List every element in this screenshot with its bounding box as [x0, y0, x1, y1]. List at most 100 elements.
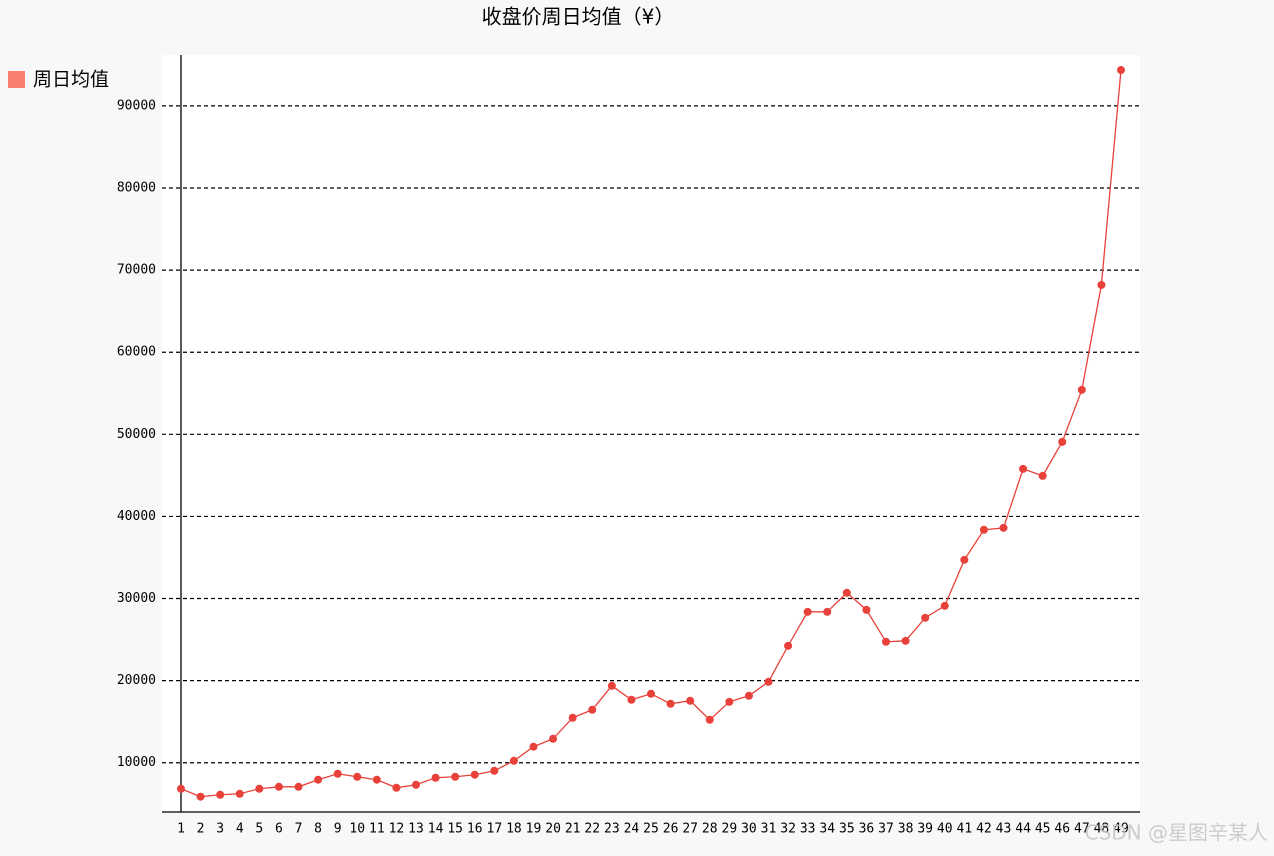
point: [744, 691, 753, 700]
point: [353, 772, 362, 781]
x-tick-label: 32: [780, 822, 796, 837]
point: [549, 734, 558, 743]
x-tick-label: 23: [604, 822, 620, 837]
point: [901, 636, 910, 645]
x-tick-label: 40: [937, 822, 953, 837]
point: [1058, 437, 1067, 446]
point: [294, 782, 303, 791]
x-tick-label: 14: [428, 822, 444, 837]
y-tick-label: 90000: [117, 98, 156, 113]
point: [314, 775, 323, 784]
point: [999, 523, 1008, 532]
x-tick-label: 28: [702, 822, 718, 837]
x-tick-label: 18: [506, 822, 522, 837]
x-tick-label: 20: [545, 822, 561, 837]
x-tick-label: 34: [819, 822, 835, 837]
x-tick-label: 33: [800, 822, 816, 837]
x-tick-label: 42: [976, 822, 992, 837]
x-tick-label: 35: [839, 822, 855, 837]
x-tick-label: 9: [334, 822, 342, 837]
y-tick-label: 20000: [117, 673, 156, 688]
x-tick-label: 31: [761, 822, 777, 837]
x-tick-label: 13: [408, 822, 424, 837]
point: [764, 677, 773, 686]
x-tick-label: 3: [216, 822, 224, 837]
point: [529, 742, 538, 751]
point: [686, 696, 695, 705]
point: [412, 780, 420, 789]
point: [470, 770, 479, 779]
point: [823, 607, 832, 616]
y-tick-label: 40000: [117, 509, 156, 524]
x-tick-label: 29: [722, 822, 738, 837]
x-tick-label: 38: [898, 822, 914, 837]
x-tick-label: 37: [878, 822, 894, 837]
x-tick-label: 44: [1015, 822, 1031, 837]
point: [862, 605, 871, 614]
x-tick-label: 30: [741, 822, 757, 837]
point: [431, 773, 440, 782]
x-tick-label: 27: [682, 822, 698, 837]
x-tick-label: 1: [177, 822, 185, 837]
point: [607, 681, 616, 690]
x-tick-label: 10: [349, 822, 365, 837]
x-tick-label: 19: [526, 822, 542, 837]
point: [1097, 280, 1106, 289]
point: [979, 525, 988, 534]
point: [490, 766, 499, 775]
point: [1077, 385, 1086, 394]
point: [647, 689, 655, 698]
point: [627, 695, 636, 704]
point: [196, 792, 205, 801]
x-tick-label: 43: [996, 822, 1012, 837]
x-tick-label: 7: [295, 822, 303, 837]
x-tick-label: 4: [236, 822, 244, 837]
legend-label: 周日均值: [33, 69, 109, 91]
x-tick-label: 41: [957, 822, 973, 837]
point: [705, 715, 714, 724]
x-tick-label: 12: [389, 822, 405, 837]
x-tick-label: 11: [369, 822, 385, 837]
watermark: CSDN @星图辛某人: [1085, 821, 1268, 845]
plot-area: [162, 55, 1140, 812]
x-tick-label: 17: [487, 822, 503, 837]
y-tick-label: 60000: [117, 345, 156, 360]
x-tick-label: 21: [565, 822, 581, 837]
point: [803, 607, 812, 616]
x-tick-label: 49: [1113, 822, 1129, 837]
point: [784, 641, 793, 650]
point: [216, 790, 225, 799]
x-tick-label: 8: [314, 822, 322, 837]
point: [588, 705, 597, 714]
x-tick-label: 46: [1054, 822, 1070, 837]
x-tick-label: 24: [624, 822, 640, 837]
point: [882, 637, 890, 646]
x-tick-label: 5: [255, 822, 263, 837]
x-tick-label: 6: [275, 822, 283, 837]
point: [235, 789, 244, 798]
point: [274, 782, 283, 791]
x-tick-label: 39: [917, 822, 933, 837]
legend-swatch: [8, 71, 25, 88]
point: [509, 756, 518, 765]
point: [1117, 66, 1125, 75]
y-tick-label: 10000: [117, 755, 156, 770]
point: [921, 613, 930, 622]
point: [666, 699, 675, 708]
point: [568, 713, 577, 722]
point: [940, 601, 949, 610]
point: [372, 775, 381, 784]
x-tick-label: 36: [859, 822, 875, 837]
x-tick-label: 48: [1094, 822, 1110, 837]
x-tick-label: 26: [663, 822, 679, 837]
point: [1038, 471, 1047, 480]
point: [1019, 464, 1028, 473]
point: [333, 769, 342, 778]
point: [451, 772, 460, 781]
y-tick-label: 50000: [117, 427, 156, 442]
y-tick-label: 80000: [117, 181, 156, 196]
x-tick-label: 45: [1035, 822, 1051, 837]
point: [177, 784, 185, 793]
point: [392, 783, 401, 792]
